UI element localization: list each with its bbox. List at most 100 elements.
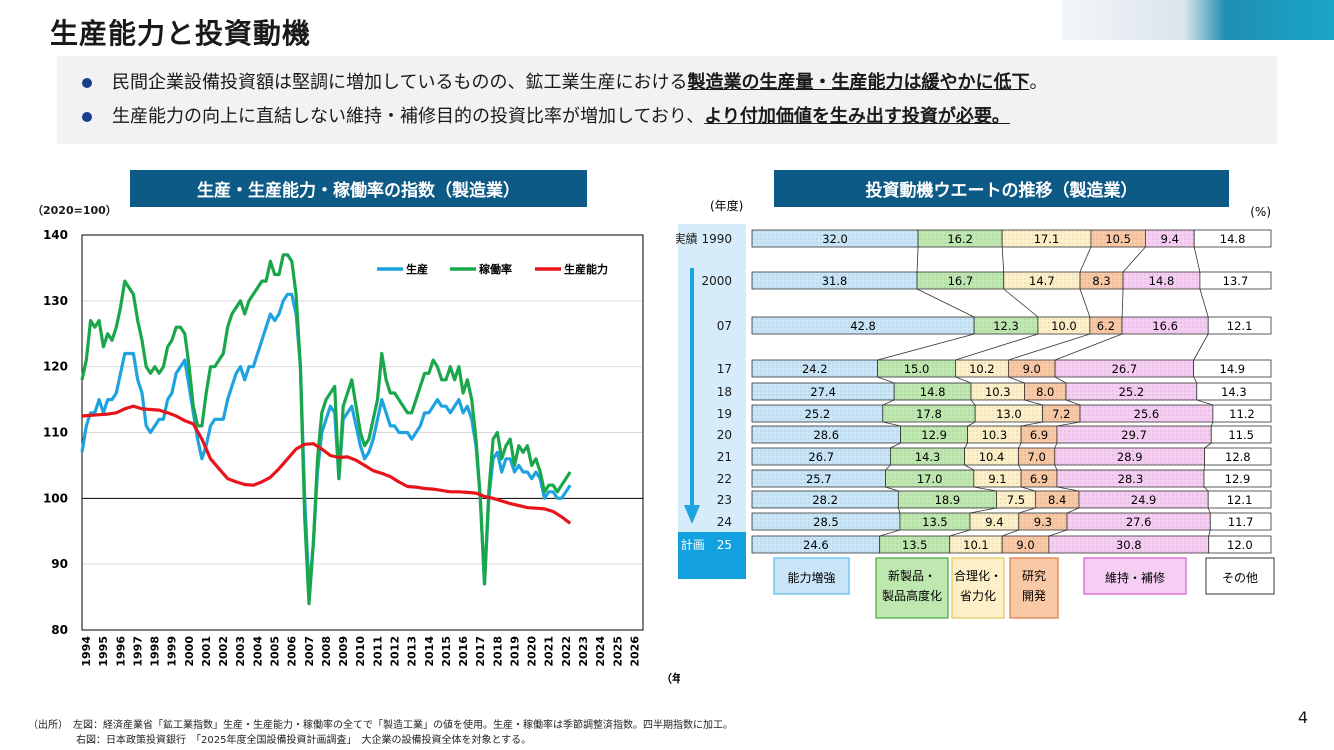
bar-connector bbox=[1203, 464, 1206, 471]
x-tick-label: 2017 bbox=[474, 636, 487, 667]
bar-connector bbox=[1003, 288, 1039, 318]
bar-value-label: 14.9 bbox=[1220, 362, 1246, 376]
series-line-2 bbox=[81, 404, 572, 525]
bar-value-label: 17.8 bbox=[916, 407, 942, 421]
y-tick-label: 80 bbox=[51, 623, 68, 637]
x-tick-label: 2016 bbox=[457, 636, 470, 667]
bar-category-label: 23 bbox=[717, 493, 732, 507]
left-chart-unit: （2020=100） bbox=[32, 204, 117, 217]
bar-value-label: 12.3 bbox=[993, 319, 1019, 333]
x-tick-label: 1998 bbox=[149, 636, 162, 667]
bar-connector bbox=[1021, 486, 1036, 492]
bullet-2-emphasis: より付加価値を生み出す投資が必要。 bbox=[704, 106, 1010, 127]
bar-connector bbox=[1203, 486, 1209, 492]
bar-connector bbox=[967, 421, 976, 427]
x-tick-label: 2010 bbox=[354, 636, 367, 667]
bar-connector bbox=[882, 421, 901, 427]
bar-connector bbox=[1024, 399, 1043, 406]
bar-connector bbox=[1208, 529, 1211, 537]
plot-frame bbox=[81, 234, 644, 631]
bar-value-label: 30.8 bbox=[1116, 538, 1142, 552]
legend-text-2: 合理化・ bbox=[954, 568, 1002, 583]
bar-connector bbox=[1193, 376, 1198, 384]
x-axis-unit: （年） bbox=[661, 671, 680, 685]
x-tick-label: 2018 bbox=[491, 636, 504, 667]
x-tick-label: 2004 bbox=[251, 636, 264, 667]
bar-value-label: 24.2 bbox=[802, 362, 828, 376]
bar-value-label: 10.3 bbox=[985, 385, 1011, 399]
bar-value-label: 27.6 bbox=[1126, 515, 1152, 529]
x-tick-label: 2009 bbox=[337, 636, 350, 667]
bar-value-label: 17.0 bbox=[917, 472, 943, 486]
bar-connector bbox=[885, 464, 891, 471]
x-tick-label: 2001 bbox=[200, 636, 213, 667]
bar-connector bbox=[885, 486, 899, 492]
y-tick-label: 140 bbox=[43, 228, 68, 242]
line-chart: 80 90 100 110 120 130 140 1994 1995 1996 1997 1998 1… bbox=[43, 228, 680, 685]
bar-value-label: 9.4 bbox=[1161, 232, 1179, 246]
bar-segment bbox=[1193, 229, 1272, 248]
bullet-2-text: 生産能力の向上に直結しない維持・補修目的の投資比率が増加しており、 bbox=[112, 106, 705, 127]
y-tick-label: 130 bbox=[43, 294, 68, 308]
bar-value-label: 11.7 bbox=[1228, 515, 1254, 529]
legend-box-5 bbox=[1205, 557, 1275, 595]
legend-box-1 bbox=[875, 557, 949, 619]
legend-text-4: 維持・補修 bbox=[1105, 570, 1165, 585]
bullet-dot-icon bbox=[82, 78, 92, 88]
footer-source-1: （出所） 左図：経済産業省「鉱工業指数」生産・生産能力・稼働率の全てで「製造工業… bbox=[28, 720, 733, 731]
summary-bullet-1: 民間企業設備投資額は堅調に増加しているものの、鉱工業生産における製造業の生産量・… bbox=[82, 68, 1047, 94]
bar-value-label: 11.2 bbox=[1229, 407, 1255, 421]
bar-value-label: 6.9 bbox=[1030, 472, 1048, 486]
bar-connector bbox=[897, 507, 901, 514]
series-line-0 bbox=[80, 292, 572, 593]
bar-connector bbox=[1193, 246, 1201, 273]
bar-value-label: 10.4 bbox=[979, 450, 1005, 464]
bar-segment bbox=[1199, 271, 1272, 290]
bar-value-label: 18.9 bbox=[935, 493, 961, 507]
bar-category-label: 07 bbox=[717, 319, 732, 333]
bar-connector bbox=[969, 507, 997, 514]
bar-value-label: 7.0 bbox=[1027, 450, 1045, 464]
bullet-dot-icon bbox=[82, 112, 92, 122]
bar-value-label: 10.5 bbox=[1105, 232, 1131, 246]
x-tick-label: 2000 bbox=[183, 636, 196, 667]
bar-unit-right: (%) bbox=[1250, 205, 1271, 219]
bar-value-label: 14.8 bbox=[1149, 274, 1175, 288]
bar-value-label: 9.0 bbox=[1023, 362, 1041, 376]
bar-segment bbox=[1193, 359, 1272, 378]
bar-value-label: 13.0 bbox=[996, 407, 1022, 421]
legend-box-0 bbox=[773, 557, 850, 595]
bar-connector bbox=[955, 333, 1039, 361]
x-tick-label: 2008 bbox=[320, 636, 333, 667]
bar-value-label: 17.1 bbox=[1034, 232, 1060, 246]
bar-value-label: 6.9 bbox=[1030, 428, 1048, 442]
y-tick-label: 100 bbox=[43, 491, 68, 505]
legend-text-0: 能力増強 bbox=[787, 571, 835, 585]
x-tick-label: 2013 bbox=[406, 636, 419, 667]
bar-connector bbox=[1065, 399, 1081, 406]
x-tick-label: 2014 bbox=[423, 636, 436, 667]
bar-connector bbox=[1048, 529, 1068, 537]
bar-value-label: 14.3 bbox=[1221, 385, 1247, 399]
bar-value-label: 16.6 bbox=[1152, 319, 1178, 333]
x-tick-label: 1995 bbox=[97, 636, 110, 667]
page-title: 生産能力と投資動機 bbox=[50, 17, 312, 50]
bar-connector bbox=[955, 376, 972, 384]
bar-value-label: 10.2 bbox=[969, 362, 995, 376]
bar-connector bbox=[1008, 376, 1025, 384]
bar-unit-left: (年度) bbox=[710, 198, 743, 213]
bar-value-label: 12.1 bbox=[1227, 319, 1253, 333]
bar-value-label: 28.5 bbox=[813, 515, 839, 529]
x-tick-label: 2007 bbox=[303, 636, 316, 667]
bar-connector bbox=[1199, 288, 1209, 318]
bar-connector bbox=[1018, 442, 1022, 449]
x-tick-label: 2025 bbox=[611, 636, 624, 667]
x-tick-label: 2005 bbox=[269, 636, 282, 667]
bullet-1-text: 民間企業設備投資額は堅調に増加しているものの、鉱工業生産における bbox=[112, 72, 688, 93]
bar-value-label: 10.0 bbox=[1051, 319, 1077, 333]
bar-connector bbox=[1054, 464, 1058, 471]
y-tick-label: 90 bbox=[51, 557, 68, 571]
header-decoration bbox=[1062, 0, 1334, 40]
bar-connector bbox=[1204, 442, 1212, 449]
x-tick-label: 1997 bbox=[131, 636, 144, 667]
